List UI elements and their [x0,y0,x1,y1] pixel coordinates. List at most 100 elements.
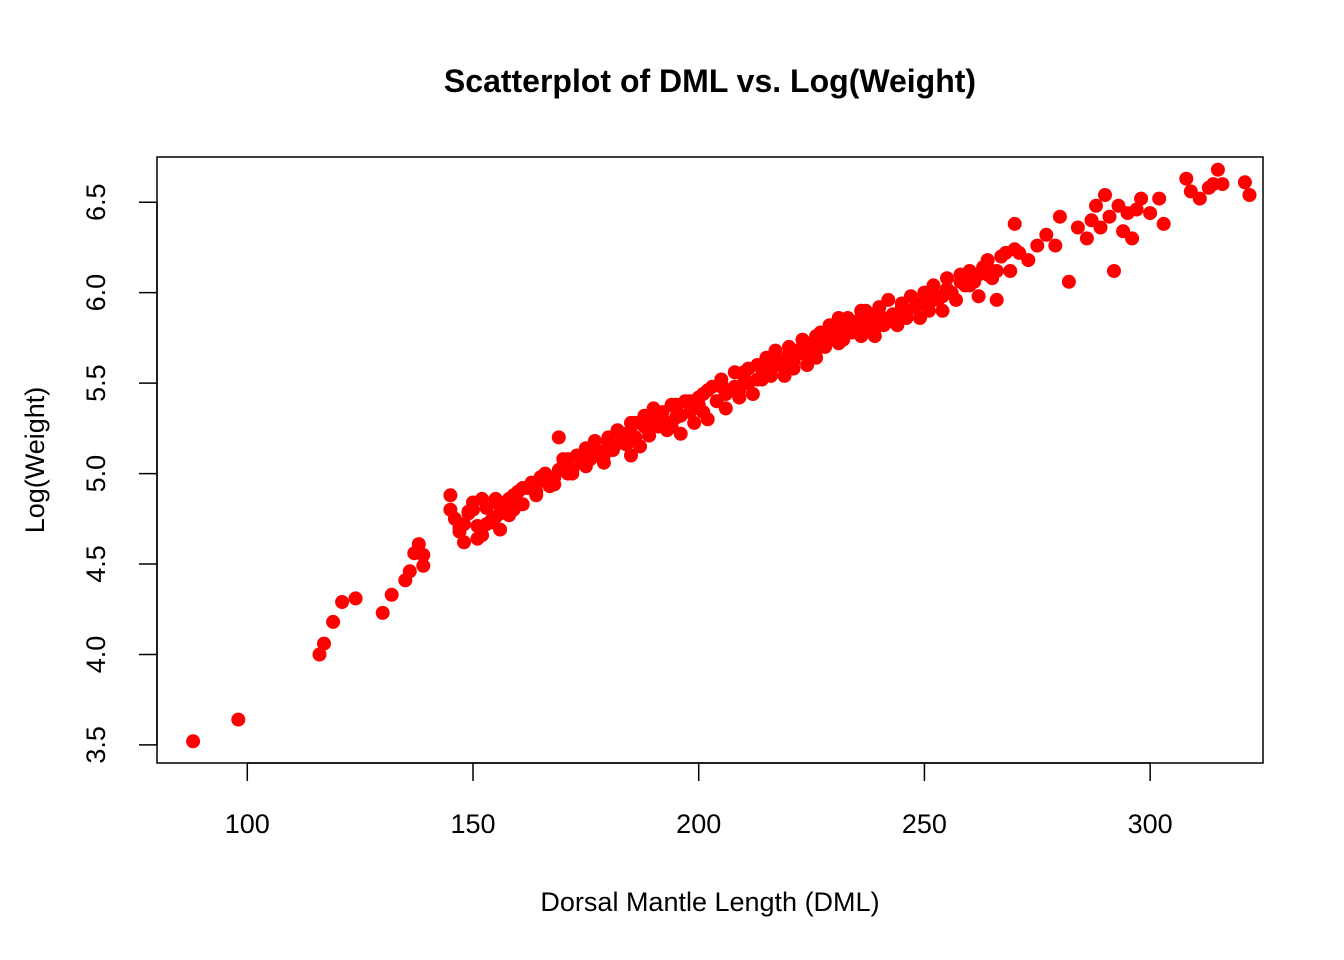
data-point [443,502,458,517]
data-point [822,321,837,336]
x-axis-label: Dorsal Mantle Length (DML) [540,887,879,917]
data-point [475,491,489,506]
data-point [881,292,896,307]
y-tick-label: 5.5 [81,364,111,402]
data-point [416,558,431,573]
x-tick-label: 250 [902,809,947,839]
data-point [515,481,530,495]
data-point [1089,198,1103,213]
data-point [1003,264,1018,278]
data-point [231,712,246,727]
data-point [845,314,860,329]
data-point [1134,191,1149,206]
data-point [1210,162,1225,177]
data-point [836,325,851,340]
data-point [1192,191,1207,206]
data-point [493,506,508,521]
data-point [556,462,571,477]
data-point [642,423,657,438]
data-point [1079,231,1094,246]
data-point [312,647,327,662]
data-point [551,430,566,445]
data-point [186,734,201,749]
data-point [709,394,724,409]
data-point [587,434,602,448]
data-point [511,495,526,510]
data-point [867,321,882,336]
y-tick-label: 4.5 [81,545,111,583]
data-point [317,636,331,651]
x-tick-label: 200 [676,809,721,839]
data-point [375,605,390,620]
data-point [1021,253,1036,268]
data-point [935,303,950,318]
data-point [912,296,927,311]
data-point [989,292,1004,307]
data-point [745,387,760,401]
data-point [646,412,661,427]
x-tick-label: 300 [1128,809,1173,839]
data-point [493,522,508,537]
data-point [461,506,476,521]
data-point [1052,209,1067,224]
data-point [809,329,824,344]
data-point [1215,177,1230,192]
data-point [971,289,986,304]
data-point [759,358,774,372]
data-point [980,267,995,282]
data-point [1125,231,1140,246]
data-point [1048,238,1063,253]
data-point [556,452,571,467]
chart-title: Scatterplot of DML vs. Log(Weight) [444,63,976,99]
data-point [596,448,611,463]
data-point [574,455,589,470]
data-point [940,271,954,286]
data-point [1030,238,1045,253]
data-point [1061,274,1076,289]
data-point [1070,220,1085,235]
data-point [1152,191,1167,206]
data-point [411,537,426,552]
data-point [470,531,485,546]
data-point [457,535,471,550]
y-tick-label: 4.0 [81,636,111,674]
data-point [687,415,702,430]
x-tick-label: 100 [225,809,270,839]
data-point [1179,171,1194,186]
data-points [186,162,1257,749]
data-point [457,517,471,532]
data-point [326,614,341,629]
x-axis: 100 150 200 250 300 [225,762,1173,839]
data-point [384,587,399,602]
data-point [1039,227,1054,242]
data-point [402,564,417,579]
data-point [664,419,679,434]
data-point [1107,264,1121,278]
data-point [673,408,688,423]
data-point [669,397,684,412]
data-point [443,488,458,503]
data-point [1242,188,1257,202]
data-point [335,595,350,609]
data-point [624,415,638,430]
data-point [601,434,616,448]
data-point [619,437,634,452]
data-point [578,444,593,459]
y-tick-label: 6.0 [81,274,111,312]
y-axis-label: Log(Weight) [20,387,50,534]
data-point [980,253,995,268]
data-point [958,271,973,286]
data-point [687,401,702,416]
y-axis: 3.5 4.0 4.5 5.0 5.5 6.0 6.5 [81,183,158,764]
data-point [533,470,548,485]
data-point [348,591,363,606]
data-point [1237,175,1252,190]
data-point [894,300,909,315]
data-point [1098,188,1112,202]
data-point [917,285,932,300]
y-tick-label: 5.0 [81,455,111,493]
data-point [1007,242,1022,257]
data-point [714,379,729,394]
y-tick-label: 3.5 [81,726,111,764]
